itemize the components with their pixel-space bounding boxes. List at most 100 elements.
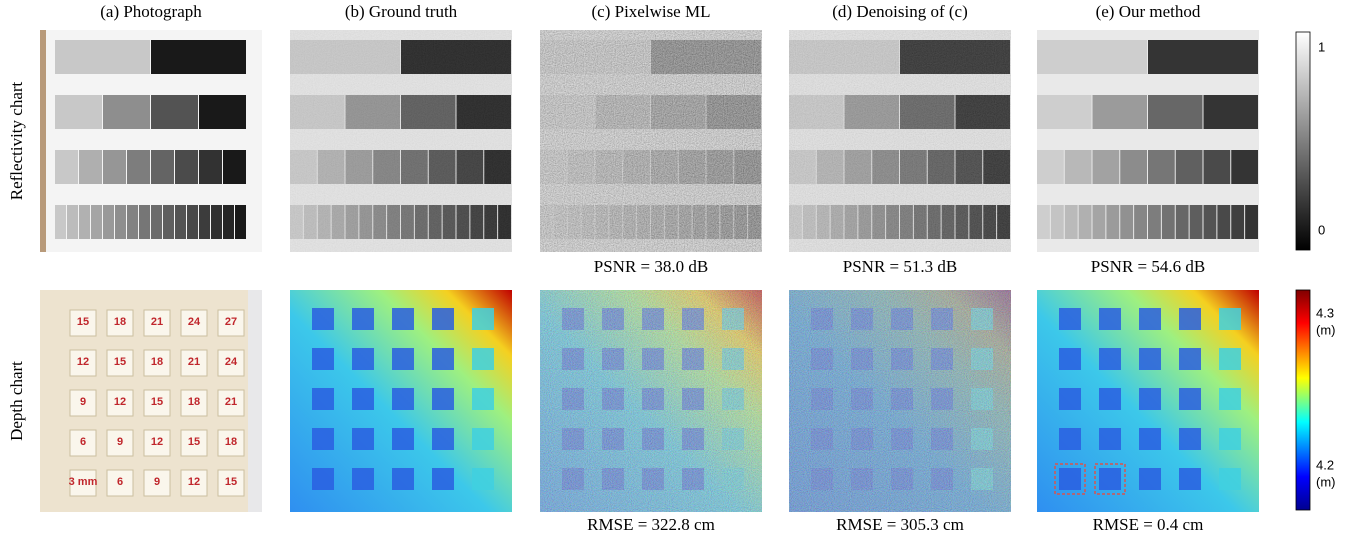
depth-square <box>1059 348 1081 370</box>
gray-patch <box>55 40 150 74</box>
depth-square <box>1099 308 1121 330</box>
block <box>69 469 97 497</box>
depth-square <box>312 388 334 410</box>
depth-square <box>352 388 374 410</box>
gray-patch <box>211 205 222 239</box>
block-label: 9 <box>80 396 86 408</box>
depth-square <box>1179 348 1201 370</box>
depth-square <box>1139 428 1161 450</box>
gray-patch <box>1148 150 1175 184</box>
block-label: 24 <box>225 356 238 368</box>
block <box>106 349 134 377</box>
depth-square <box>1219 468 1241 490</box>
gray-patch <box>1092 150 1120 184</box>
gray-patch <box>175 205 186 239</box>
column-title: (e) Our method <box>1096 2 1201 21</box>
gray-patch <box>55 150 78 184</box>
depth-square <box>1179 388 1201 410</box>
depth-square <box>1059 428 1081 450</box>
gray-patch <box>1148 95 1203 129</box>
highlight-box <box>1094 463 1126 495</box>
gray-patch <box>79 150 102 184</box>
depth-square <box>1059 388 1081 410</box>
depth-square <box>432 388 454 410</box>
block <box>69 349 97 377</box>
depth-square <box>1179 468 1201 490</box>
gray-patch <box>1203 95 1258 129</box>
gray-patch <box>151 95 198 129</box>
gray-patch <box>1203 150 1231 184</box>
depth-square <box>312 348 334 370</box>
rmse-label: RMSE = 305.3 cm <box>836 515 964 534</box>
gray-patch <box>1134 205 1147 239</box>
block-label: 3 mm <box>69 476 98 488</box>
noise <box>540 290 762 512</box>
gray-patch <box>1078 205 1092 239</box>
gray-patch <box>199 205 210 239</box>
gray-patch <box>151 205 162 239</box>
depth-square <box>472 428 494 450</box>
reflectivity-image <box>40 30 262 252</box>
block <box>217 469 245 497</box>
block-label: 24 <box>188 316 201 328</box>
block-label: 27 <box>225 316 237 328</box>
gray-patch <box>1245 205 1258 239</box>
block <box>69 309 97 337</box>
depth-square <box>352 428 374 450</box>
rmse-label: RMSE = 322.8 cm <box>587 515 715 534</box>
row-label: Reflectivity chart <box>7 81 26 200</box>
gray-patch <box>1161 205 1175 239</box>
depth-square <box>312 468 334 490</box>
depth-square <box>1219 308 1241 330</box>
colorbar-label: (m) <box>1316 322 1336 337</box>
depth-square <box>472 308 494 330</box>
block-label: 15 <box>151 396 163 408</box>
block-label: 18 <box>188 396 200 408</box>
block <box>180 349 208 377</box>
colorbar-label: 4.2 <box>1316 457 1334 472</box>
gray-patch <box>67 205 78 239</box>
noise <box>789 290 1011 512</box>
gray-patch <box>1037 95 1092 129</box>
reflectivity-colorbar <box>1295 31 1311 251</box>
block <box>106 469 134 497</box>
psnr-label: PSNR = 51.3 dB <box>843 257 957 276</box>
gray-patch <box>103 205 114 239</box>
depth-square <box>1139 348 1161 370</box>
gray-patch <box>91 205 102 239</box>
block <box>143 389 171 417</box>
depth-square <box>432 428 454 450</box>
gray-patch <box>1064 205 1078 239</box>
block-label: 9 <box>154 476 160 488</box>
block-label: 12 <box>114 396 126 408</box>
gray-patch <box>1231 205 1245 239</box>
gray-patch <box>1037 150 1064 184</box>
depth-square <box>392 388 414 410</box>
block <box>217 389 245 417</box>
block <box>180 309 208 337</box>
noise <box>540 30 762 252</box>
depth-square <box>1139 308 1161 330</box>
gray-patch <box>1217 205 1231 239</box>
column-title: (b) Ground truth <box>345 2 458 21</box>
gray-patch <box>235 205 246 239</box>
block-label: 18 <box>225 436 237 448</box>
depth-square <box>352 308 374 330</box>
block <box>180 469 208 497</box>
colorbar-label: 4.3 <box>1316 305 1334 320</box>
gray-patch <box>1189 205 1203 239</box>
column-title: (c) Pixelwise ML <box>592 2 711 21</box>
gray-patch <box>199 95 246 129</box>
block <box>180 429 208 457</box>
gray-patch <box>1037 205 1050 239</box>
row-label: Depth chart <box>7 361 26 441</box>
depth-square <box>392 428 414 450</box>
depth-image <box>290 290 512 512</box>
depth-colorbar <box>1295 289 1311 511</box>
gray-patch <box>127 150 150 184</box>
depth-square <box>1179 428 1201 450</box>
gray-patch <box>163 205 174 239</box>
gray-patch <box>1120 205 1134 239</box>
depth-image <box>1037 290 1259 512</box>
